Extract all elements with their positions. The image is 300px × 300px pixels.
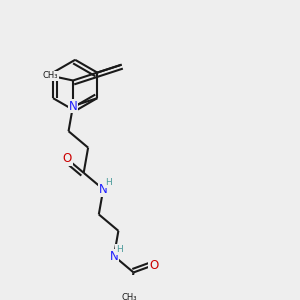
Text: CH₃: CH₃ [122,293,137,300]
Text: N: N [69,100,77,112]
Text: H: H [105,178,112,188]
Text: CH₃: CH₃ [43,71,58,80]
Text: O: O [62,152,72,165]
Text: O: O [149,259,159,272]
Text: N: N [110,250,118,262]
Text: N: N [99,183,108,196]
Text: H: H [116,245,123,254]
